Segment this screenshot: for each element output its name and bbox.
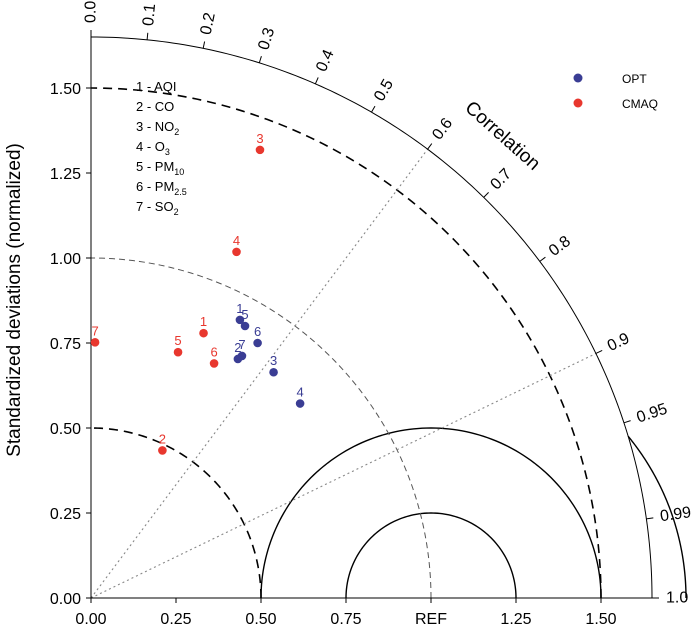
correlation-tick-label: 0.2 <box>198 11 219 36</box>
frame-layer <box>90 36 653 599</box>
correlation-tick-label: 0.7 <box>487 165 515 193</box>
correlation-tick-label: 0.3 <box>255 26 278 52</box>
legend-marker-cmaq <box>573 98 583 108</box>
data-point-opt <box>253 338 262 348</box>
y-axis-title: Standardized deviations (normalized) <box>4 143 25 457</box>
correlation-tick <box>595 349 603 354</box>
x-tick-label: 1.25 <box>500 611 531 628</box>
data-point-label: 6 <box>210 344 217 359</box>
tick-layer: 0.000.250.500.751.001.251.500.00 0.25 0.50… <box>50 1 693 628</box>
data-point-label: 1 <box>200 314 207 329</box>
data-point-opt <box>295 399 305 408</box>
data-point-label: 5 <box>241 307 248 322</box>
data-point-cmaq <box>209 359 219 368</box>
y-tick-label: 0.50 <box>50 421 81 438</box>
variable-legend-entry: 7 - SO2 <box>136 199 179 217</box>
data-point-cmaq <box>158 446 167 455</box>
y-tick-label: 0.75 <box>50 336 81 353</box>
correlation-line-1 <box>90 148 429 599</box>
correlation-tick <box>539 256 546 262</box>
data-point-opt <box>240 321 250 331</box>
correlation-tick-label: 0.95 <box>635 401 670 427</box>
data-point-cmaq <box>90 338 100 347</box>
y-tick-label: 1.50 <box>50 81 81 98</box>
data-point-label: 2 <box>159 431 166 446</box>
data-point-label: 4 <box>296 385 303 400</box>
x-tick-label: 0.50 <box>245 611 276 628</box>
correlation-tick-label: 1.0 <box>666 590 688 607</box>
correlation-tick <box>202 41 206 49</box>
data-point-label: 3 <box>256 131 263 146</box>
legend-marker-opt <box>573 73 583 83</box>
variable-legend-entry: 1 - AQI <box>136 79 176 94</box>
correlation-line-2 <box>90 352 597 599</box>
dashed-std-arc-2 <box>90 87 602 599</box>
correlation-tick-label: 0.1 <box>140 3 159 27</box>
data-point-label: 7 <box>91 323 98 338</box>
correlation-tick <box>623 420 631 424</box>
legend-layer: 1 - AQI 2 - CO 3 - NO2 4 - O3 5 - PM10 6 - PM… <box>136 72 658 217</box>
correlation-tick-label: 0.5 <box>371 76 397 104</box>
data-point-label: 7 <box>238 337 245 352</box>
dashed-std-arc-1 <box>90 427 262 599</box>
y-tick-label: 1.25 <box>50 166 81 183</box>
rms-circle-1 <box>345 512 517 599</box>
variable-legend-entry: 5 - PM10 <box>136 159 184 177</box>
data-point-cmaq <box>199 328 208 338</box>
data-point-label: 2 <box>234 340 241 355</box>
correlation-tick-label: 0.9 <box>605 330 633 355</box>
outer-correlation-arc <box>90 36 653 599</box>
y-tick-label: 0.00 <box>50 591 81 608</box>
correlation-tick-label: 0.4 <box>313 47 338 74</box>
correlation-tick-label: 0.8 <box>546 233 574 260</box>
correlation-tick <box>483 192 489 198</box>
variable-legend-entry: 4 - O3 <box>136 139 170 157</box>
data-point-label: 5 <box>174 333 181 348</box>
y-tick-label: 1.00 <box>50 251 81 268</box>
correlation-tick <box>646 517 654 520</box>
correlation-title: Correlation <box>461 97 544 174</box>
correlation-tick <box>314 77 319 85</box>
correlation-tick <box>258 56 262 63</box>
data-point-opt <box>269 367 278 377</box>
data-point-label: 3 <box>270 353 277 368</box>
data-point-cmaq <box>255 145 265 155</box>
correlation-tick-label: 0.99 <box>659 504 692 525</box>
y-tick-label: 0.25 <box>50 506 81 523</box>
ref-label: REF <box>415 611 447 628</box>
data-point-cmaq <box>232 247 241 257</box>
rms-circle-2 <box>260 427 602 599</box>
x-tick-label: 0.00 <box>75 611 106 628</box>
data-point-opt <box>233 354 243 364</box>
correlation-tick-label: 0.6 <box>429 115 456 143</box>
std-reference-arc <box>90 257 432 599</box>
data-point-label: 4 <box>233 233 240 248</box>
variable-legend-entry: 2 - CO <box>136 99 174 114</box>
legend-label-cmaq: CMAQ <box>622 97 658 111</box>
correlation-tick <box>146 32 149 40</box>
grid-layer <box>90 87 687 599</box>
legend-label-opt: OPT <box>622 72 647 86</box>
x-tick-label: 1.50 <box>585 611 616 628</box>
data-point-label: 6 <box>254 324 261 339</box>
rms-circle-3 <box>627 435 687 598</box>
variable-legend-entry: 6 - PM2.5 <box>136 179 187 197</box>
correlation-tick <box>427 143 433 150</box>
variable-legend-entry: 3 - NO2 <box>136 119 179 137</box>
data-point-cmaq <box>173 347 183 357</box>
correlation-tick <box>371 105 376 113</box>
correlation-tick-label: 0.0 <box>83 1 100 23</box>
data-point-label: 1 <box>236 301 243 316</box>
data-point-opt <box>235 315 245 325</box>
x-tick-label: 0.25 <box>160 611 191 628</box>
x-tick-label: 0.75 <box>330 611 361 628</box>
